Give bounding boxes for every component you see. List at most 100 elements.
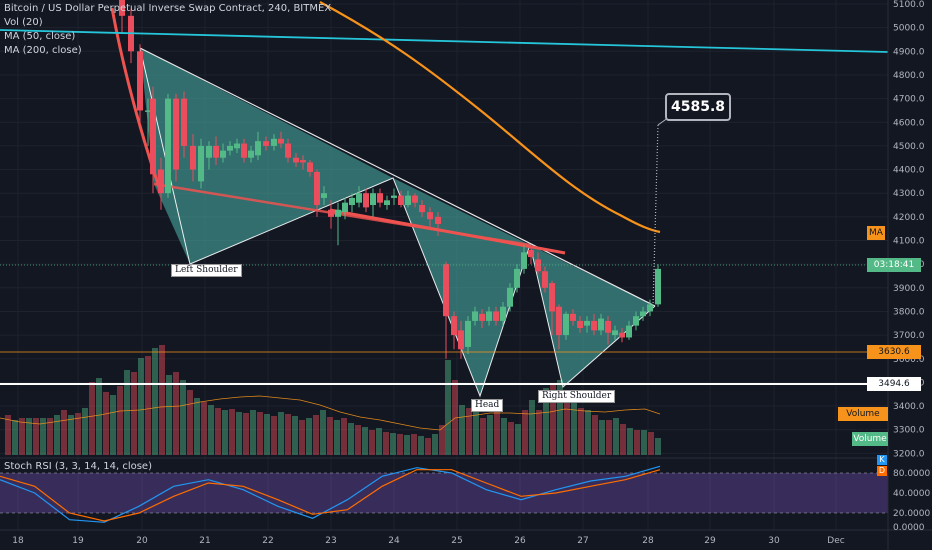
- candle-body: [486, 311, 492, 321]
- price-tick-label: 3200.0: [893, 449, 925, 459]
- candle-body: [220, 150, 226, 158]
- volume-bar: [159, 345, 165, 455]
- price-tick-label: 3900.0: [893, 284, 925, 294]
- time-tick-label: 21: [199, 536, 210, 546]
- volume-bar: [201, 402, 207, 455]
- volume-bar: [515, 424, 521, 455]
- candle-body: [647, 304, 653, 312]
- candle-body: [507, 287, 513, 307]
- candlesticks: [119, 0, 661, 359]
- volume-bar: [501, 418, 507, 455]
- indicator-vol[interactable]: Vol (20): [4, 17, 43, 28]
- time-tick-label: 19: [72, 536, 84, 546]
- candle-body: [435, 216, 441, 224]
- head-label: Head: [471, 399, 504, 412]
- volume-bar: [439, 425, 445, 455]
- candle-body: [377, 193, 383, 203]
- volume-bar: [390, 433, 396, 455]
- volume-bar: [459, 405, 465, 455]
- volume-bar: [33, 418, 39, 455]
- volume-bar: [173, 372, 179, 455]
- pattern-head: [393, 178, 530, 396]
- candle-body: [427, 212, 433, 220]
- volume-bar: [606, 420, 612, 455]
- countdown-tag: 03:18:41: [867, 258, 921, 272]
- volume-bar: [411, 434, 417, 455]
- right-shoulder-label: Right Shoulder: [538, 390, 616, 403]
- candle-body: [314, 171, 320, 206]
- pattern-left-shoulder: [140, 48, 393, 264]
- volume-bar: [397, 434, 403, 455]
- volume-bar: [369, 430, 375, 455]
- projection-line: [652, 124, 659, 307]
- volume-bar: [564, 395, 570, 455]
- volume-bar: [613, 418, 619, 455]
- volume-bar: [131, 372, 137, 455]
- volume-bar: [425, 438, 431, 455]
- candle-body: [612, 330, 618, 336]
- volume-bar: [236, 412, 242, 455]
- volume-bar: [264, 414, 270, 455]
- stoch-tick-label: 0.0000: [893, 523, 925, 533]
- candle-body: [145, 110, 151, 112]
- candle-body: [542, 271, 548, 288]
- candle-body: [398, 195, 404, 206]
- stoch-k-tag: K: [877, 455, 887, 465]
- time-tick-label: 18: [12, 536, 24, 546]
- volume-bar: [620, 424, 626, 455]
- volume-bar: [404, 435, 410, 455]
- time-tick-label: 24: [388, 536, 400, 546]
- volume-bar: [536, 410, 542, 455]
- candle-body: [293, 157, 299, 163]
- volume-bar: [473, 410, 479, 455]
- price-tick-label: 3300.0: [893, 426, 925, 436]
- volume-bar: [641, 430, 647, 455]
- volume-bar: [466, 408, 472, 455]
- volume-bar: [418, 436, 424, 455]
- stoch-rsi-label[interactable]: Stoch RSI (3, 3, 14, 14, close): [4, 461, 152, 472]
- indicator-ma50[interactable]: MA (50, close): [4, 31, 76, 42]
- indicator-ma200[interactable]: MA (200, close): [4, 45, 82, 56]
- volume-bar: [152, 348, 158, 455]
- candle-body: [458, 330, 464, 350]
- volume-bar: [634, 430, 640, 455]
- volume-bar: [89, 382, 95, 455]
- time-tick-label: 30: [768, 536, 780, 546]
- volume-bar: [222, 410, 228, 455]
- candle-body: [419, 205, 425, 213]
- volume-ma-line: [0, 395, 661, 431]
- candle-body: [271, 138, 277, 146]
- volume-bar: [271, 416, 277, 455]
- ma200-line: [0, 29, 889, 53]
- candle-body: [173, 98, 179, 170]
- volume-tag: Volume: [852, 432, 888, 446]
- candle-body: [285, 143, 291, 158]
- target-price-label: 4585.8: [665, 93, 731, 121]
- ma-price-tag: MA: [867, 226, 885, 240]
- volume-bar: [648, 432, 654, 455]
- candle-body: [514, 268, 520, 288]
- price-tick-label: 5100.0: [893, 0, 925, 10]
- volume-bar: [285, 414, 291, 455]
- left-shoulder-label: Left Shoulder: [171, 264, 242, 277]
- candle-body: [605, 320, 611, 333]
- candle-body: [633, 316, 639, 326]
- candle-body: [412, 195, 418, 203]
- time-tick-label: Dec: [827, 536, 844, 546]
- candle-body: [443, 264, 449, 317]
- volume-bar: [334, 420, 340, 455]
- price-tick-label: 5000.0: [893, 24, 925, 34]
- candle-body: [165, 98, 171, 194]
- price-tick-label: 4500.0: [893, 142, 925, 152]
- volume-bar: [96, 378, 102, 455]
- candle-body: [241, 143, 247, 158]
- price-tick-label: 4400.0: [893, 166, 925, 176]
- time-tick-label: 26: [514, 536, 526, 546]
- candle-body: [384, 200, 390, 206]
- volume-bar: [61, 410, 67, 455]
- candle-body: [570, 313, 576, 321]
- volume-bar: [348, 423, 354, 455]
- volume-bar: [355, 425, 361, 455]
- volume-bar: [445, 360, 451, 455]
